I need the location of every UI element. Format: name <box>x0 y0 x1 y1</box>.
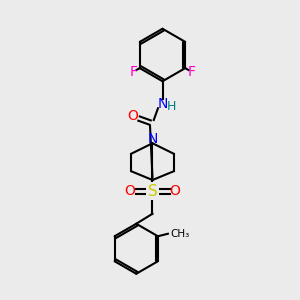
Text: O: O <box>169 184 180 198</box>
Text: O: O <box>124 184 135 198</box>
Text: CH₃: CH₃ <box>170 229 190 239</box>
Text: F: F <box>129 65 137 79</box>
Text: N: N <box>157 97 168 111</box>
Text: S: S <box>148 184 158 199</box>
Text: F: F <box>188 65 196 79</box>
Text: H: H <box>167 100 176 113</box>
Text: N: N <box>147 132 158 146</box>
Text: O: O <box>127 109 138 123</box>
